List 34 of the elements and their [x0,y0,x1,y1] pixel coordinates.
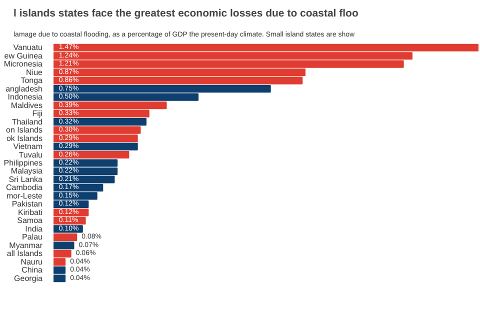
y-tick-label: Myanmar [9,240,43,250]
y-tick-label: Cambodia [6,183,44,192]
y-tick-label: India [25,224,44,234]
bar [54,233,78,241]
bar [54,118,147,126]
y-tick-label: Tuvalu [18,150,43,160]
y-tick-label: ew Guinea [4,51,44,60]
y-tick-label: Malaysia [10,166,44,176]
bar [54,242,74,250]
y-tick-label: Kiribati [18,208,43,217]
y-tick-label: Thailand [12,117,42,126]
y-tick-label: Pakistan [12,200,43,209]
y-tick-label: Maldives [10,100,43,110]
y-tick-label: Georgia [14,274,44,283]
y-tick-label: Tonga [20,76,44,86]
y-tick-label: Vietnam [13,142,43,152]
y-tick-label: Samoa [17,216,44,226]
y-tick-label: Palau [22,232,43,242]
bar [54,142,138,150]
y-tick-label: Philippines [4,158,43,168]
y-tick-label: Indonesia [8,92,44,102]
y-tick-label: Nauru [20,257,43,266]
y-tick-label: Vanuatu [13,43,43,52]
y-tick-label: mor-Leste [6,191,44,200]
y-tick-label: Niue [26,68,44,77]
y-tick-label: China [22,266,44,275]
y-tick-label: ok Islands [6,134,43,143]
y-tick-label: Micronesia [4,60,44,69]
y-tick-label: Sri Lanka [8,174,44,184]
y-tick-label: Fiji [32,109,43,118]
y-tick-label: on Islands [6,126,42,135]
y-tick-label: angladesh [6,84,42,94]
y-tick-label: all Islands [6,249,43,258]
chart-title: l islands states face the greatest economic losses due to coastal floo [14,8,358,20]
